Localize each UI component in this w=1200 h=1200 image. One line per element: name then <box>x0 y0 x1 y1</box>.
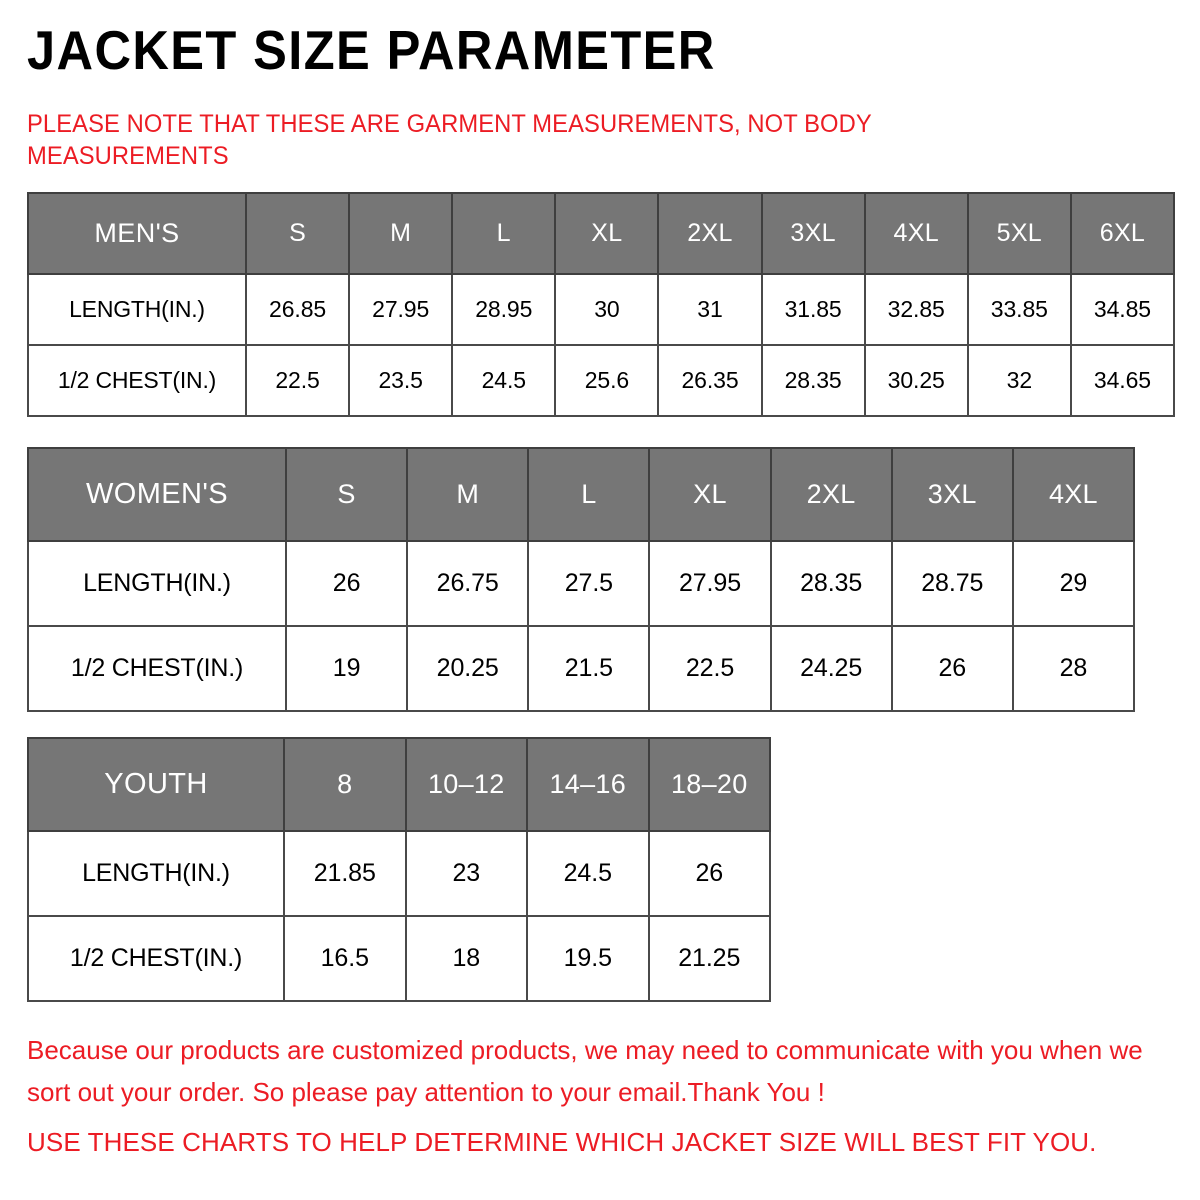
mens-measure-value: 26.35 <box>657 344 763 417</box>
womens-measure-value: 27.5 <box>527 540 651 627</box>
womens-measure-value: 20.25 <box>406 625 530 712</box>
youth-measure-value: 23 <box>404 830 528 917</box>
table-row: 1/2 CHEST(IN.) 22.5 23.5 24.5 25.6 26.35 28.35… <box>27 344 1176 417</box>
womens-measure-value: 26.75 <box>406 540 530 627</box>
womens-header-row: WOMEN'S S M L XL 2XL 3XL 4XL <box>27 447 1136 542</box>
youth-measure-value: 24.5 <box>526 830 650 917</box>
mens-size-header-3XL: 3XL <box>760 192 866 275</box>
garment-measurement-notice: PLEASE NOTE THAT THESE ARE GARMENT MEASU… <box>27 110 872 170</box>
womens-size-header-L: L <box>527 447 651 542</box>
page-title: JACKET SIZE PARAMETER <box>27 19 716 81</box>
table-row: LENGTH(IN.) 21.85 23 24.5 26 <box>27 830 771 917</box>
mens-size-header-S: S <box>244 192 351 275</box>
womens-size-header-2XL: 2XL <box>769 447 893 542</box>
mens-table-head: MEN'S S M L XL 2XL 3XL 4XL 5XL 6XL <box>27 192 1176 275</box>
mens-measure-value: 27.95 <box>348 273 454 346</box>
womens-measure-value: 28.35 <box>769 540 893 627</box>
womens-measure-value: 26 <box>284 540 409 627</box>
youth-measure-value: 19.5 <box>526 915 650 1002</box>
mens-table-title: MEN'S <box>27 192 247 275</box>
womens-size-header-XL: XL <box>648 447 772 542</box>
mens-size-header-4XL: 4XL <box>863 192 969 275</box>
youth-measure-value: 21.85 <box>283 830 407 917</box>
mens-size-header-2XL: 2XL <box>657 192 763 275</box>
womens-size-header-3XL: 3XL <box>890 447 1014 542</box>
mens-measure-value: 34.85 <box>1069 273 1176 346</box>
womens-measure-value: 19 <box>284 625 409 712</box>
mens-measure-value: 23.5 <box>348 344 454 417</box>
mens-measure-value: 28.35 <box>760 344 866 417</box>
mens-size-header-5XL: 5XL <box>966 192 1072 275</box>
youth-header-row: YOUTH 8 10–12 14–16 18–20 <box>27 737 771 832</box>
mens-size-header-M: M <box>348 192 454 275</box>
mens-measure-value: 24.5 <box>451 344 557 417</box>
youth-table-head: YOUTH 8 10–12 14–16 18–20 <box>27 737 771 832</box>
youth-measure-value: 26 <box>647 830 771 917</box>
youth-size-header-8: 8 <box>283 737 407 832</box>
mens-table-body: LENGTH(IN.) 26.85 27.95 28.95 30 31 31.85 32.85… <box>27 273 1176 417</box>
womens-measure-value: 29 <box>1011 540 1136 627</box>
mens-measure-value: 25.6 <box>554 344 660 417</box>
mens-measure-value: 31.85 <box>760 273 866 346</box>
mens-measure-value: 32.85 <box>863 273 969 346</box>
mens-measure-label: LENGTH(IN.) <box>27 273 247 346</box>
mens-measure-value: 34.65 <box>1069 344 1176 417</box>
youth-size-header-1820: 18–20 <box>647 737 771 832</box>
youth-measure-label: 1/2 CHEST(IN.) <box>27 915 285 1002</box>
womens-measure-label: 1/2 CHEST(IN.) <box>27 625 287 712</box>
mens-measure-value: 26.85 <box>244 273 351 346</box>
mens-measure-value: 22.5 <box>244 344 351 417</box>
youth-size-header-1012: 10–12 <box>404 737 528 832</box>
customized-products-note: Because our products are customized prod… <box>27 1035 1143 1108</box>
womens-size-table: WOMEN'S S M L XL 2XL 3XL 4XL LENGTH(IN.) 26 26.7… <box>27 447 1136 712</box>
table-row: 1/2 CHEST(IN.) 19 20.25 21.5 22.5 24.25 26 28 <box>27 625 1136 712</box>
youth-measure-value: 18 <box>404 915 528 1002</box>
mens-measure-value: 28.95 <box>451 273 557 346</box>
mens-size-header-XL: XL <box>554 192 660 275</box>
womens-measure-value: 22.5 <box>648 625 772 712</box>
womens-measure-value: 28 <box>1011 625 1136 712</box>
mens-measure-value: 31 <box>657 273 763 346</box>
womens-size-header-4XL: 4XL <box>1011 447 1136 542</box>
table-row: LENGTH(IN.) 26.85 27.95 28.95 30 31 31.85 32.85… <box>27 273 1176 346</box>
womens-table-head: WOMEN'S S M L XL 2XL 3XL 4XL <box>27 447 1136 542</box>
mens-measure-value: 30 <box>554 273 660 346</box>
mens-measure-label: 1/2 CHEST(IN.) <box>27 344 247 417</box>
womens-measure-value: 21.5 <box>527 625 651 712</box>
mens-measure-value: 30.25 <box>863 344 969 417</box>
mens-size-header-6XL: 6XL <box>1069 192 1176 275</box>
table-row: 1/2 CHEST(IN.) 16.5 18 19.5 21.25 <box>27 915 771 1002</box>
mens-measure-value: 33.85 <box>966 273 1072 346</box>
use-charts-note: USE THESE CHARTS TO HELP DETERMINE WHICH… <box>27 1127 1097 1157</box>
womens-measure-value: 26 <box>890 625 1014 712</box>
mens-size-header-L: L <box>451 192 557 275</box>
womens-measure-value: 28.75 <box>890 540 1014 627</box>
youth-measure-value: 21.25 <box>647 915 771 1002</box>
youth-measure-label: LENGTH(IN.) <box>27 830 285 917</box>
womens-measure-value: 27.95 <box>648 540 772 627</box>
mens-size-table: MEN'S S M L XL 2XL 3XL 4XL 5XL 6XL LENGTH(IN.) 26… <box>27 192 1176 417</box>
womens-measure-value: 24.25 <box>769 625 893 712</box>
womens-size-header-M: M <box>406 447 530 542</box>
table-row: LENGTH(IN.) 26 26.75 27.5 27.95 28.35 28.75 29 <box>27 540 1136 627</box>
mens-measure-value: 32 <box>966 344 1072 417</box>
youth-size-header-1416: 14–16 <box>526 737 650 832</box>
womens-measure-label: LENGTH(IN.) <box>27 540 287 627</box>
mens-header-row: MEN'S S M L XL 2XL 3XL 4XL 5XL 6XL <box>27 192 1176 275</box>
womens-table-body: LENGTH(IN.) 26 26.75 27.5 27.95 28.35 28.75 29 1… <box>27 540 1136 712</box>
youth-table-title: YOUTH <box>27 737 285 832</box>
youth-measure-value: 16.5 <box>283 915 407 1002</box>
youth-table-body: LENGTH(IN.) 21.85 23 24.5 26 1/2 CHEST(IN.) 16… <box>27 830 771 1002</box>
womens-table-title: WOMEN'S <box>27 447 287 542</box>
womens-size-header-S: S <box>284 447 409 542</box>
youth-size-table: YOUTH 8 10–12 14–16 18–20 LENGTH(IN.) 21.85 2… <box>27 737 771 1002</box>
